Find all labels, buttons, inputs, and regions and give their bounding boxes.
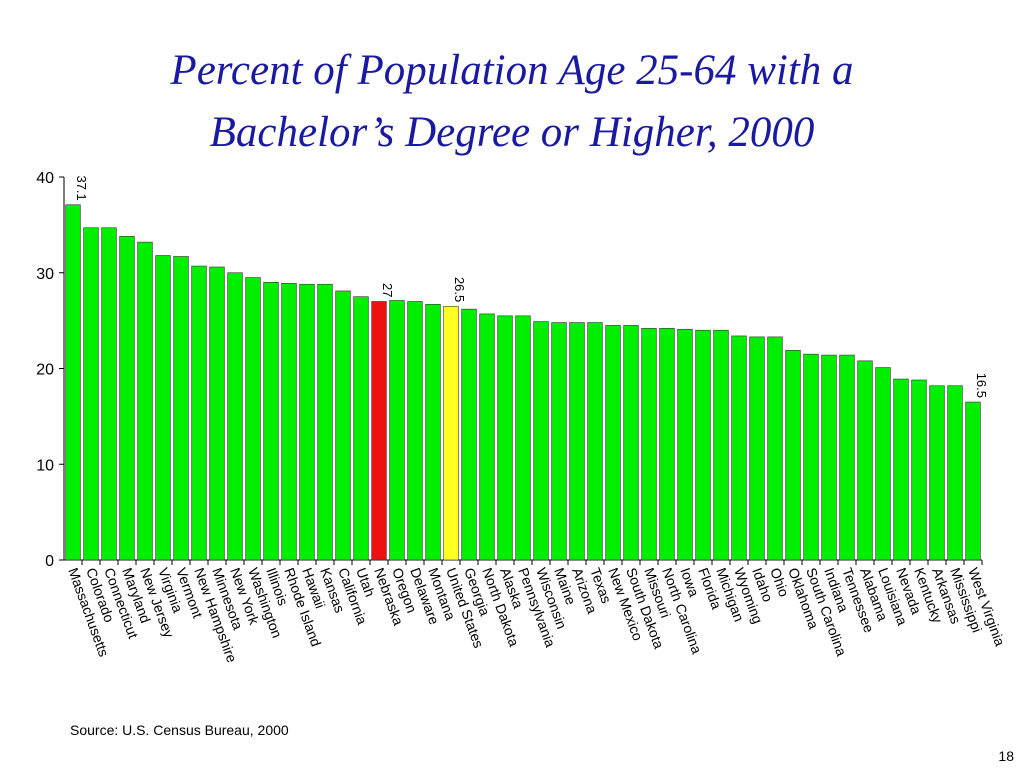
bar-hawaii: [299, 283, 315, 561]
bar-west-virginia: [965, 401, 981, 561]
bar-oklahoma: [785, 350, 801, 561]
bar-new-york: [227, 272, 243, 561]
bar-arkansas: [929, 385, 945, 561]
bar-united-states: [443, 305, 459, 561]
bar-texas: [587, 322, 603, 561]
bar-kansas: [317, 283, 333, 561]
data-label-west-virginia: 16.5: [974, 373, 989, 398]
bar-minnesota: [209, 266, 225, 561]
y-tick-label: 30: [36, 266, 54, 283]
bar-chart: 010203040Massachusetts37.1ColoradoConnec…: [36, 170, 1008, 665]
bar-colorado: [83, 227, 99, 561]
bar-wisconsin: [533, 321, 549, 561]
chart-title: Percent of Population Age 25-64 with a B…: [0, 40, 1024, 164]
bar-south-carolina: [803, 353, 819, 561]
bar-florida: [695, 329, 711, 561]
bar-virginia: [155, 255, 171, 561]
bar-tennessee: [839, 354, 855, 561]
bar-georgia: [461, 308, 477, 561]
bar-arizona: [569, 322, 585, 561]
y-tick-label: 20: [36, 362, 54, 379]
bar-north-carolina: [659, 327, 675, 561]
bar-california: [335, 290, 351, 561]
bar-north-dakota: [479, 313, 495, 561]
y-tick-label: 10: [36, 457, 54, 474]
bar-washington: [245, 277, 261, 561]
bar-illinois: [263, 282, 279, 561]
bar-michigan: [713, 329, 729, 561]
y-tick-label: 40: [36, 170, 54, 187]
data-label-nebraska: 27: [380, 283, 395, 297]
bar-alaska: [497, 315, 513, 561]
bar-rhode-island: [281, 282, 297, 561]
bar-connecticut: [101, 227, 117, 561]
bar-missouri: [641, 327, 657, 561]
bar-nevada: [893, 378, 909, 561]
bar-montana: [425, 304, 441, 561]
bar-vermont: [173, 256, 189, 561]
bar-utah: [353, 296, 369, 561]
bar-louisiana: [875, 367, 891, 561]
bar-ohio: [767, 336, 783, 561]
bar-new-mexico: [605, 325, 621, 561]
bar-maine: [551, 322, 567, 561]
bar-new-hampshire: [191, 265, 207, 561]
bar-new-jersey: [137, 241, 153, 561]
bar-pennsylvania: [515, 315, 531, 561]
y-tick-label: 0: [45, 553, 54, 570]
bar-south-dakota: [623, 325, 639, 561]
chart-title-line-2: Bachelor’s Degree or Higher, 2000: [209, 109, 815, 156]
bar-nebraska: [371, 301, 387, 561]
bar-delaware: [407, 301, 423, 561]
bar-kentucky: [911, 379, 927, 561]
bar-oregon: [389, 300, 405, 561]
bar-maryland: [119, 236, 135, 561]
source-note: Source: U.S. Census Bureau, 2000: [70, 722, 289, 738]
bar-idaho: [749, 336, 765, 561]
bar-iowa: [677, 328, 693, 561]
chart-title-line-1: Percent of Population Age 25-64 with a: [170, 47, 854, 94]
data-label-massachusetts: 37.1: [74, 175, 89, 200]
bar-mississippi: [947, 385, 963, 561]
bar-wyoming: [731, 335, 747, 561]
bar-massachusetts: [65, 204, 81, 561]
bar-indiana: [821, 354, 837, 561]
page-number: 18: [998, 748, 1014, 764]
data-label-united-states: 26.5: [452, 277, 467, 302]
bar-alabama: [857, 360, 873, 561]
